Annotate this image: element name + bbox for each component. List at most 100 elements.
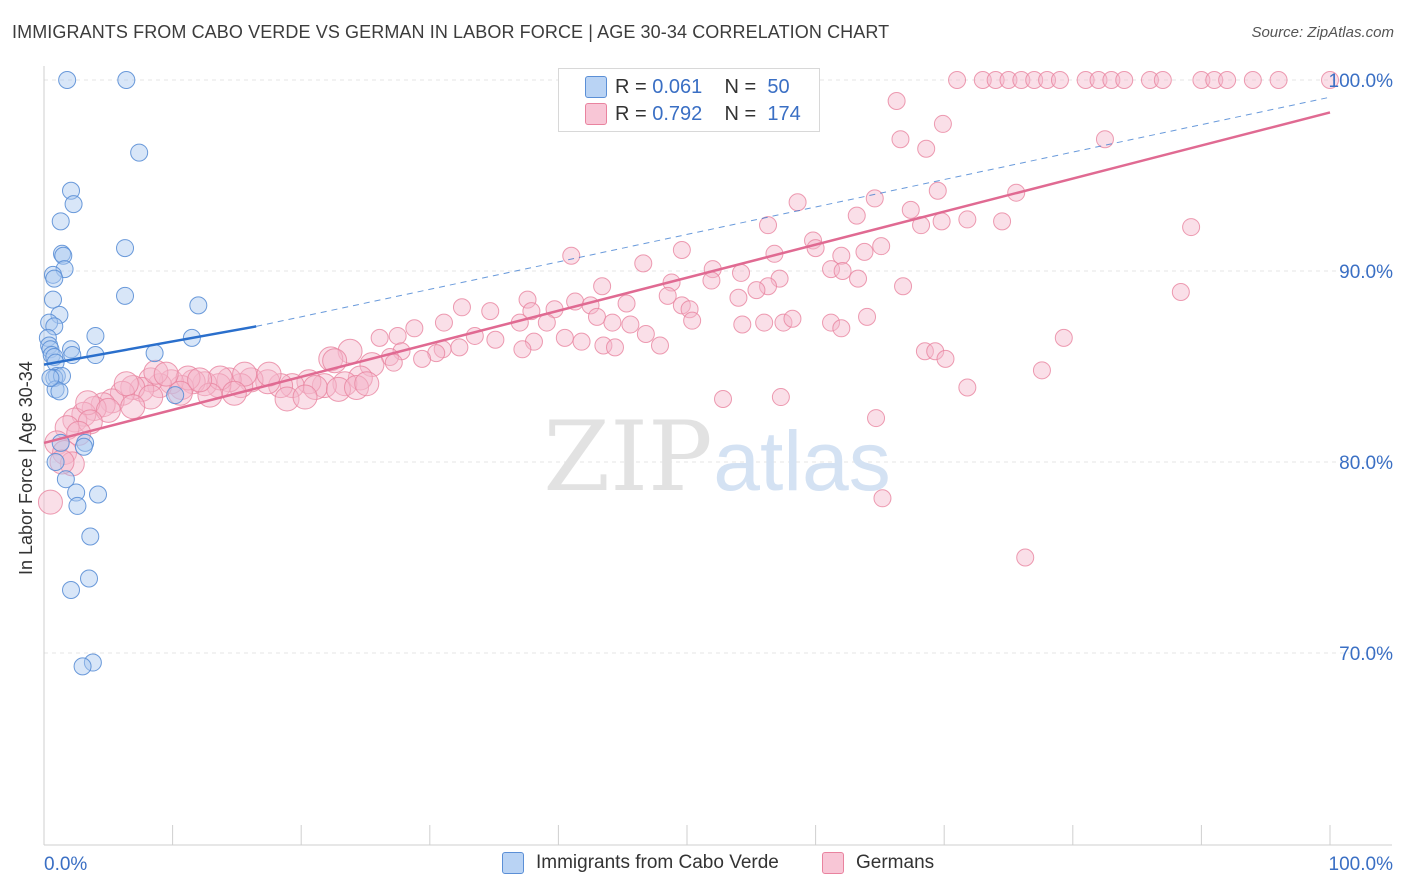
germans-point bbox=[594, 336, 613, 355]
germans-point bbox=[572, 332, 591, 351]
axes bbox=[43, 66, 1392, 846]
cabo-verde-point bbox=[68, 496, 87, 515]
germans-point bbox=[311, 373, 337, 399]
germans-point bbox=[1115, 71, 1134, 89]
legend-item-germans[interactable]: Germans bbox=[822, 852, 934, 874]
germans-point bbox=[650, 336, 669, 355]
germans-point bbox=[783, 309, 802, 328]
cabo-verde-point bbox=[116, 286, 135, 305]
germans-point bbox=[109, 380, 135, 406]
cabo-verde-point bbox=[62, 580, 81, 599]
germans-point bbox=[771, 388, 790, 407]
germans-point bbox=[593, 277, 612, 296]
germans-point bbox=[1012, 71, 1031, 89]
germans-point bbox=[518, 290, 537, 309]
germans-point bbox=[1016, 548, 1035, 567]
germans-point bbox=[354, 371, 380, 397]
legend-label-cabo-verde: Immigrants from Cabo Verde bbox=[536, 852, 779, 873]
germans-point bbox=[865, 189, 884, 208]
germans-point bbox=[1153, 71, 1172, 89]
germans-point bbox=[603, 313, 622, 332]
correlation-legend: R = 0.061 N = 50 R = 0.792 N = 174 bbox=[558, 68, 820, 132]
germans-point bbox=[873, 489, 892, 508]
germans-point bbox=[822, 313, 841, 332]
cabo-verde-point bbox=[44, 290, 63, 309]
legend-swatch-blue bbox=[502, 852, 524, 874]
cabo-verde-point bbox=[58, 71, 77, 89]
germans-point bbox=[729, 288, 748, 307]
germans-point bbox=[1321, 71, 1339, 89]
germans-point bbox=[54, 415, 80, 441]
legend-r-value: 0.061 bbox=[652, 75, 703, 98]
cabo-verde-point bbox=[83, 653, 102, 672]
germans-point bbox=[1269, 71, 1288, 89]
germans-point bbox=[37, 489, 63, 515]
legend-swatch-blue bbox=[585, 76, 607, 98]
germans-point bbox=[153, 361, 179, 387]
germans-point bbox=[486, 330, 505, 349]
x-tick-label-max: 100.0% bbox=[1329, 854, 1394, 875]
germans-point bbox=[680, 300, 699, 319]
legend-item-cabo-verde[interactable]: Immigrants from Cabo Verde bbox=[502, 852, 779, 874]
germans-point bbox=[1205, 71, 1224, 89]
legend-r-label: R = bbox=[615, 102, 647, 125]
germans-point bbox=[405, 319, 424, 338]
germans-point bbox=[932, 212, 951, 231]
germans-point bbox=[832, 246, 851, 265]
germans-point bbox=[714, 389, 733, 408]
cabo-verde-point bbox=[41, 368, 60, 387]
germans-point bbox=[747, 281, 766, 300]
legend-n-value: 174 bbox=[767, 102, 801, 125]
cabo-verde-point bbox=[46, 453, 65, 471]
cabo-verde-point bbox=[116, 239, 135, 258]
cabo-verde-point bbox=[166, 386, 185, 405]
cabo-verde-point bbox=[51, 212, 70, 231]
cabo-verde-point bbox=[81, 527, 100, 546]
germans-point bbox=[167, 380, 193, 406]
germans-point bbox=[302, 375, 328, 401]
germans-point bbox=[832, 319, 851, 338]
germans-point bbox=[187, 367, 213, 393]
y-tick-label-90: 90.0% bbox=[1339, 262, 1393, 283]
germans-point bbox=[867, 409, 886, 428]
germans-point bbox=[1095, 130, 1114, 149]
germans-point bbox=[49, 449, 75, 475]
cabo-verde-point bbox=[50, 305, 69, 324]
germans-point bbox=[855, 242, 874, 261]
germans-point bbox=[958, 378, 977, 397]
germans-point bbox=[894, 277, 913, 296]
legend-n-label: N = bbox=[724, 102, 757, 125]
germans-point bbox=[617, 294, 636, 313]
germans-trend-line bbox=[43, 111, 1331, 445]
germans-point bbox=[926, 342, 945, 361]
cabo-verde-points bbox=[38, 71, 208, 676]
germans-point bbox=[672, 240, 691, 259]
germans-point bbox=[1038, 71, 1057, 89]
germans-point bbox=[1140, 71, 1159, 89]
germans-point bbox=[936, 349, 955, 368]
germans-point bbox=[1171, 283, 1190, 302]
y-axis-label: In Labor Force | Age 30-34 bbox=[16, 361, 36, 575]
germans-point bbox=[605, 338, 624, 357]
cabo-verde-point bbox=[47, 367, 66, 386]
germans-point bbox=[450, 338, 469, 357]
germans-point bbox=[113, 371, 139, 397]
germans-point bbox=[822, 260, 841, 279]
germans-point bbox=[413, 349, 432, 368]
cabo-verde-point bbox=[45, 368, 64, 387]
germans-point bbox=[95, 397, 121, 423]
cabo-verde-point bbox=[64, 195, 83, 214]
legend-r-label: R = bbox=[615, 75, 647, 98]
germans-point bbox=[901, 200, 920, 219]
cabo-verde-point bbox=[54, 246, 73, 265]
germans-point bbox=[1054, 328, 1073, 347]
cabo-verde-trend-extension bbox=[256, 96, 1331, 327]
germans-point bbox=[658, 286, 677, 305]
germans-point bbox=[958, 210, 977, 229]
legend-n-label: N = bbox=[724, 75, 757, 98]
germans-points bbox=[37, 71, 1339, 567]
source-label: Source: ZipAtlas.com bbox=[1251, 24, 1394, 41]
germans-point bbox=[999, 71, 1018, 89]
germans-point bbox=[774, 313, 793, 332]
